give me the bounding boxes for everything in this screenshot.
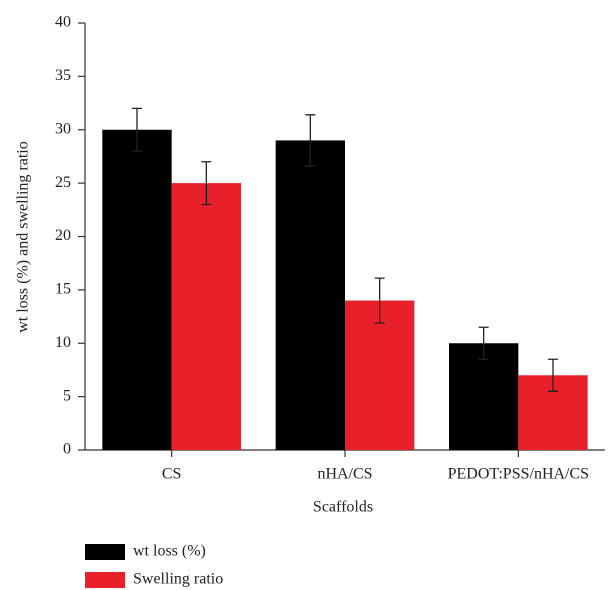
bar [345,300,415,450]
y-tick-label: 25 [55,174,71,191]
error-bar [478,326,489,360]
x-axis-label: Scaffolds [313,499,373,516]
y-tick-label: 30 [55,120,71,137]
x-tick-label: CS [162,466,182,483]
y-tick-label: 15 [55,281,71,298]
error-bar [132,107,142,152]
y-tick-label: 40 [55,14,71,31]
x-tick-label: PEDOT:PSS/nHA/CS [448,466,589,483]
bar [171,183,241,450]
bar [102,129,172,450]
error-bar [548,358,558,392]
legend-swatch [85,572,125,588]
y-tick-label: 20 [55,227,71,244]
error-bar [374,277,385,324]
legend-label: Swelling ratio [133,571,223,588]
error-bar [305,114,316,167]
bar [275,140,345,451]
legend-label: wt loss (%) [133,543,206,560]
y-tick-label: 5 [63,387,71,404]
y-tick-label: 0 [63,441,71,458]
y-tick-label: 10 [55,334,71,351]
legend-swatch [85,544,125,560]
x-tick-label: nHA/CS [317,466,372,483]
y-tick-label: 35 [55,67,71,84]
error-bar [201,161,212,206]
bar [449,343,519,450]
y-axis-label: wt loss (%) and swelling ratio [15,141,32,333]
